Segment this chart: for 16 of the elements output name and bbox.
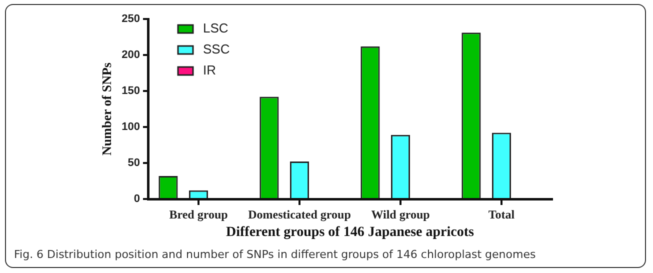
y-axis-title: Number of SNPs: [99, 62, 114, 156]
x-tick-label: Domesticated group: [248, 207, 352, 222]
y-tick-label: 150: [122, 85, 140, 98]
y-tick-label: 200: [122, 49, 140, 62]
x-tick-label: Bred group: [169, 207, 228, 222]
y-tick-label: 50: [128, 157, 140, 170]
x-tick-label: Total: [488, 207, 516, 222]
x-tick-label: Wild group: [371, 207, 430, 222]
y-tick-label: 250: [122, 13, 140, 26]
legend-label: IR: [203, 62, 216, 78]
y-tick-label: 100: [122, 121, 140, 134]
legend-label: SSC: [203, 42, 230, 57]
caption: Fig. 6 Distribution position and number of SNPs in different groups of 146 chloroplast genomes: [14, 248, 536, 261]
legend-label: LSC: [203, 20, 228, 36]
y-tick-label: 0: [134, 193, 140, 206]
x-axis-title: Different groups of 146 Japanese apricots: [226, 225, 475, 240]
